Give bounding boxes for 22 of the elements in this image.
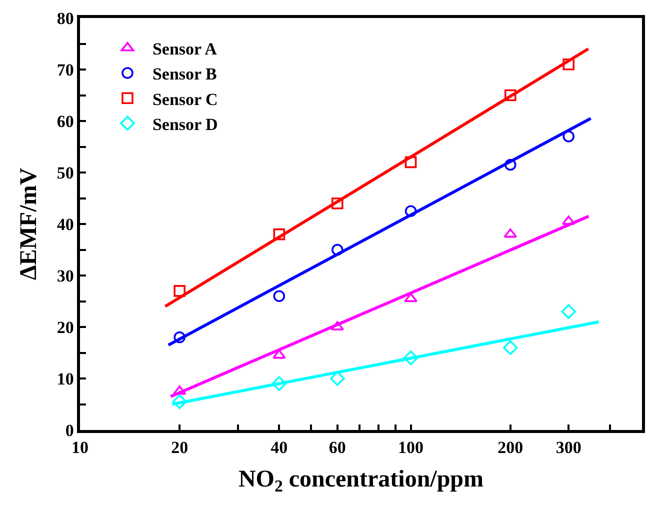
x-tick-label: 40 (270, 438, 288, 458)
y-tick-label: 60 (56, 112, 74, 131)
y-tick-label: 80 (56, 8, 74, 28)
legend-label: Sensor A (152, 40, 218, 59)
y-axis-title: ΔEMF/mV (16, 167, 42, 280)
legend-label: Sensor D (152, 114, 218, 134)
y-tick-label: 40 (56, 214, 74, 234)
y-tick-label: 50 (56, 163, 74, 182)
x-axis-title: NO$_{2}$ concentration/ppm (238, 466, 484, 496)
x-tick-label: 100 (398, 438, 424, 458)
y-tick-label: 10 (56, 369, 74, 388)
y-tick-label: 20 (56, 318, 74, 337)
legend-label: Sensor C (152, 90, 218, 109)
x-tick-label: 60 (328, 438, 346, 458)
x-tick-label: 10 (72, 438, 88, 458)
y-tick-label: 30 (56, 266, 74, 286)
x-tick-label: 20 (171, 438, 188, 458)
x-tick-label: 300 (556, 438, 582, 458)
legend-label: Sensor B (152, 64, 217, 84)
y-tick-label: 70 (56, 60, 74, 80)
y-tick-label: 0 (65, 420, 74, 440)
x-tick-label: 200 (498, 438, 524, 458)
